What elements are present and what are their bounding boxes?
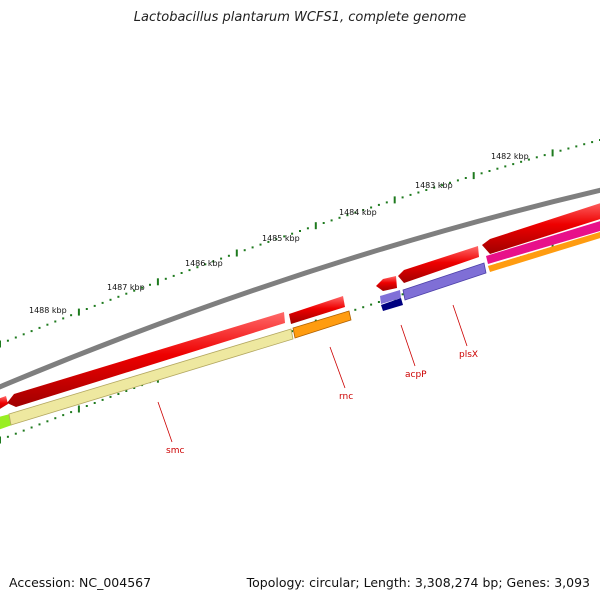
cds-arrow-rnc (289, 296, 345, 324)
gene-label-acpP: acpP (405, 370, 427, 380)
ruler-ticks (0, 139, 600, 348)
band-lime (0, 414, 12, 430)
gene-label-rnc: rnc (339, 392, 353, 402)
cds-arrow-acpP (376, 276, 397, 291)
cds-arrow-plsX (398, 246, 479, 283)
ruler-label-1488: 1488 kbp (29, 306, 67, 315)
band-acpP-upper (380, 290, 401, 304)
map-title: Lactobacillus plantarum WCFS1, complete … (133, 10, 467, 25)
leader-smc (157, 401, 173, 443)
topology-text: Topology: circular; Length: 3,308,274 bp… (246, 575, 590, 590)
ruler-label-1487: 1487 kbp (107, 283, 145, 292)
cds-arrow-right (482, 203, 600, 254)
ruler-label-1486: 1486 kbp (185, 259, 223, 268)
accession-text: Accession: NC_004567 (9, 575, 152, 590)
band-magenta (486, 221, 600, 264)
gene-label-smc: smc (166, 446, 184, 456)
band-smc (8, 328, 294, 426)
gene-label-plsX: plsX (459, 350, 478, 360)
ruler-label-1483: 1483 kbp (415, 181, 453, 190)
band-rnc (292, 310, 352, 339)
ruler-label-1484: 1484 kbp (339, 208, 377, 217)
band-acpP (381, 298, 403, 311)
leader-plsX (452, 304, 468, 347)
cds-arrow-smc (7, 312, 285, 407)
band-orange-right (488, 232, 600, 272)
ruler-label-1482: 1482 kbp (491, 152, 529, 161)
ruler-label-1485: 1485 kbp (262, 234, 300, 243)
band-plsX (402, 262, 487, 301)
genome-backbone (0, 187, 600, 390)
cds-arrow-left-edge (0, 396, 8, 409)
leader-acpP (400, 324, 416, 367)
leader-rnc (329, 346, 346, 389)
